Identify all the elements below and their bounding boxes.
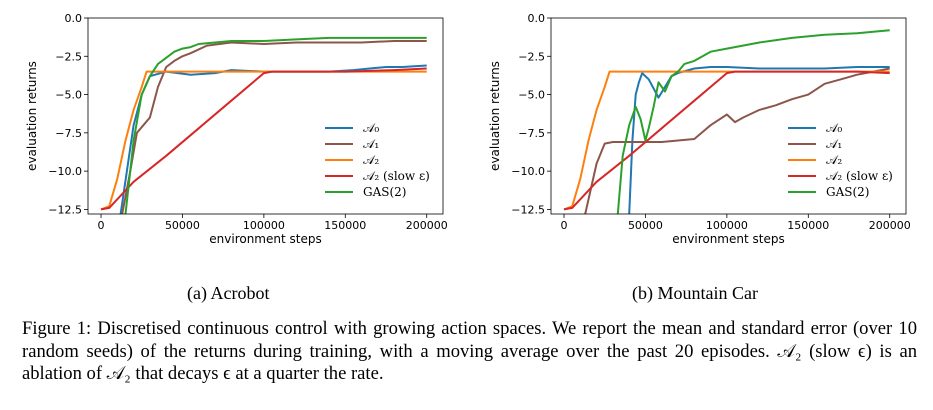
y-tick-label: −10.0 bbox=[48, 165, 82, 178]
x-axis-label: environment steps bbox=[672, 232, 784, 246]
y-tick-label: −7.5 bbox=[518, 127, 545, 140]
y-axis-label: evaluation returns bbox=[488, 61, 502, 171]
legend-label-1: 𝒜₁ bbox=[826, 137, 842, 151]
y-tick-label: −10.0 bbox=[511, 165, 545, 178]
chart-panel-0: 0 50000 100000 150000 200000 0.0 −2.5 −5.0 −7.5 −… bbox=[25, 12, 448, 246]
legend-label-2: 𝒜₂ bbox=[363, 153, 379, 167]
plot-frame bbox=[550, 17, 907, 215]
subcaption-a: (a) Acrobot bbox=[187, 283, 270, 303]
x-tick-label: 50000 bbox=[628, 219, 663, 232]
y-axis-label: evaluation returns bbox=[25, 61, 39, 171]
x-tick-label: 50000 bbox=[165, 219, 200, 232]
x-tick-label: 200000 bbox=[869, 219, 911, 232]
x-tick-label: 100000 bbox=[243, 219, 285, 232]
legend-label-0: 𝒜₀ bbox=[826, 121, 842, 135]
y-tick-label: 0.0 bbox=[65, 12, 83, 25]
series-line-4 bbox=[616, 29, 890, 214]
y-tick-label: −7.5 bbox=[55, 127, 82, 140]
figure-caption: Figure 1: Discretised continuous control… bbox=[22, 318, 917, 384]
y-tick-label: −12.5 bbox=[48, 203, 82, 216]
x-axis-label: environment steps bbox=[209, 232, 321, 246]
legend-label-3: 𝒜₂ (slow ε) bbox=[826, 169, 893, 183]
legend-label-0: 𝒜₀ bbox=[363, 121, 379, 135]
series-line-3 bbox=[563, 70, 890, 211]
plot-frame bbox=[87, 17, 444, 215]
subcaption-b: (b) Mountain Car bbox=[632, 283, 758, 303]
y-tick-label: −2.5 bbox=[518, 50, 545, 63]
y-tick-label: −12.5 bbox=[511, 203, 545, 216]
legend-label-4: GAS(2) bbox=[826, 185, 869, 199]
x-tick-label: 150000 bbox=[787, 219, 829, 232]
series-line-4 bbox=[124, 36, 427, 214]
legend-label-1: 𝒜₁ bbox=[363, 137, 379, 151]
x-tick-label: 150000 bbox=[324, 219, 366, 232]
legend-label-2: 𝒜₂ bbox=[826, 153, 842, 167]
legend-label-3: 𝒜₂ (slow ε) bbox=[363, 169, 430, 183]
figure: 0 50000 100000 150000 200000 0.0 −2.5 −5.0 −7.5 −… bbox=[25, 12, 911, 246]
x-tick-label: 200000 bbox=[406, 219, 448, 232]
x-tick-label: 0 bbox=[561, 219, 568, 232]
series-line-1 bbox=[121, 40, 427, 214]
chart-panel-1: 0 50000 100000 150000 200000 0.0 −2.5 −5.0 −7.5 −… bbox=[488, 12, 911, 246]
legend-label-4: GAS(2) bbox=[363, 185, 406, 199]
y-tick-label: −5.0 bbox=[55, 89, 82, 102]
x-tick-label: 0 bbox=[98, 219, 105, 232]
series-line-1 bbox=[584, 67, 890, 214]
y-tick-label: −2.5 bbox=[55, 50, 82, 63]
x-tick-label: 100000 bbox=[706, 219, 748, 232]
y-tick-label: 0.0 bbox=[528, 12, 546, 25]
y-tick-label: −5.0 bbox=[518, 89, 545, 102]
